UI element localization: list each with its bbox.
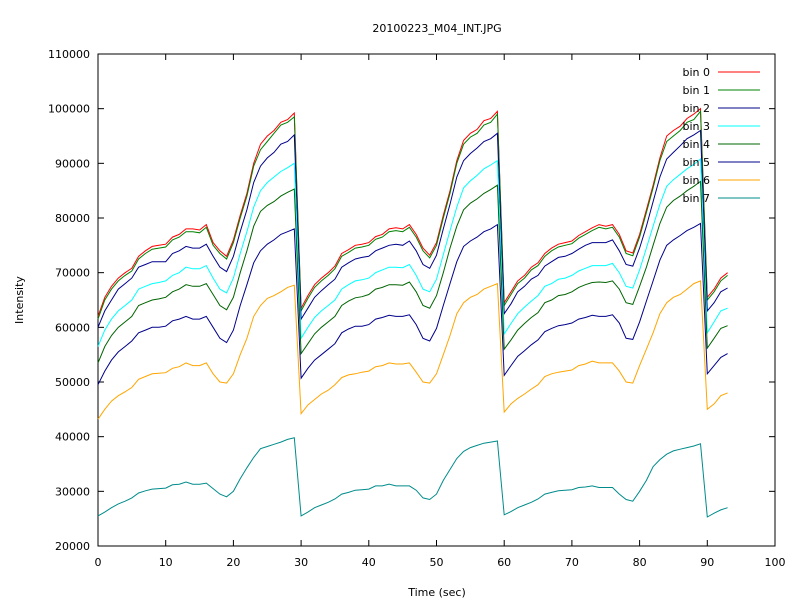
y-tick-label: 40000 [55, 431, 90, 444]
x-tick-label: 40 [362, 556, 376, 569]
y-tick-label: 20000 [55, 540, 90, 553]
series-line-bin-3 [97, 157, 728, 347]
x-tick-label: 70 [565, 556, 579, 569]
x-tick-label: 20 [226, 556, 240, 569]
legend-label-bin-2: bin 2 [682, 102, 710, 115]
legend-label-bin-0: bin 0 [682, 66, 710, 79]
y-tick-label: 100000 [48, 103, 90, 116]
y-axis-label: Intensity [13, 276, 26, 324]
x-tick-label: 60 [497, 556, 511, 569]
legend: bin 0 bin 1 bin 2 bin 3 bin 4 bin 5 bin 6 bin 7 [682, 66, 760, 205]
x-tick-label: 0 [95, 556, 102, 569]
x-axis-label: Time (sec) [407, 586, 466, 599]
legend-label-bin-4: bin 4 [682, 138, 710, 151]
y-tick-label: 70000 [55, 267, 90, 280]
y-tick-label: 90000 [55, 157, 90, 170]
chart-title: 20100223_M04_INT.JPG [372, 22, 501, 35]
x-tick-label: 50 [430, 556, 444, 569]
legend-label-bin-6: bin 6 [682, 174, 710, 187]
legend-label-bin-7: bin 7 [682, 192, 710, 205]
series-line-bin-7 [97, 437, 728, 518]
series-line-bin-2 [97, 129, 728, 328]
series-line-bin-1 [97, 110, 728, 320]
legend-label-bin-3: bin 3 [682, 120, 710, 133]
y-tick-label: 30000 [55, 485, 90, 498]
series-line-bin-6 [97, 280, 728, 420]
y-tick-label: 110000 [48, 48, 90, 61]
axis-ticks: 0 10 20 30 40 50 60 70 80 90 100 20000 30000 40000 500… [48, 48, 786, 569]
x-tick-label: 100 [765, 556, 786, 569]
x-tick-label: 10 [159, 556, 173, 569]
series-line-bin-4 [97, 180, 728, 364]
y-tick-label: 60000 [55, 321, 90, 334]
y-tick-label: 50000 [55, 376, 90, 389]
legend-label-bin-1: bin 1 [682, 84, 710, 97]
plot-frame [97, 53, 776, 547]
series-lines [97, 107, 728, 518]
series-line-bin-5 [97, 222, 728, 385]
legend-label-bin-5: bin 5 [682, 156, 710, 169]
y-tick-label: 80000 [55, 212, 90, 225]
series-line-bin-0 [97, 107, 728, 317]
x-tick-label: 90 [700, 556, 714, 569]
x-tick-label: 30 [294, 556, 308, 569]
x-tick-label: 80 [633, 556, 647, 569]
